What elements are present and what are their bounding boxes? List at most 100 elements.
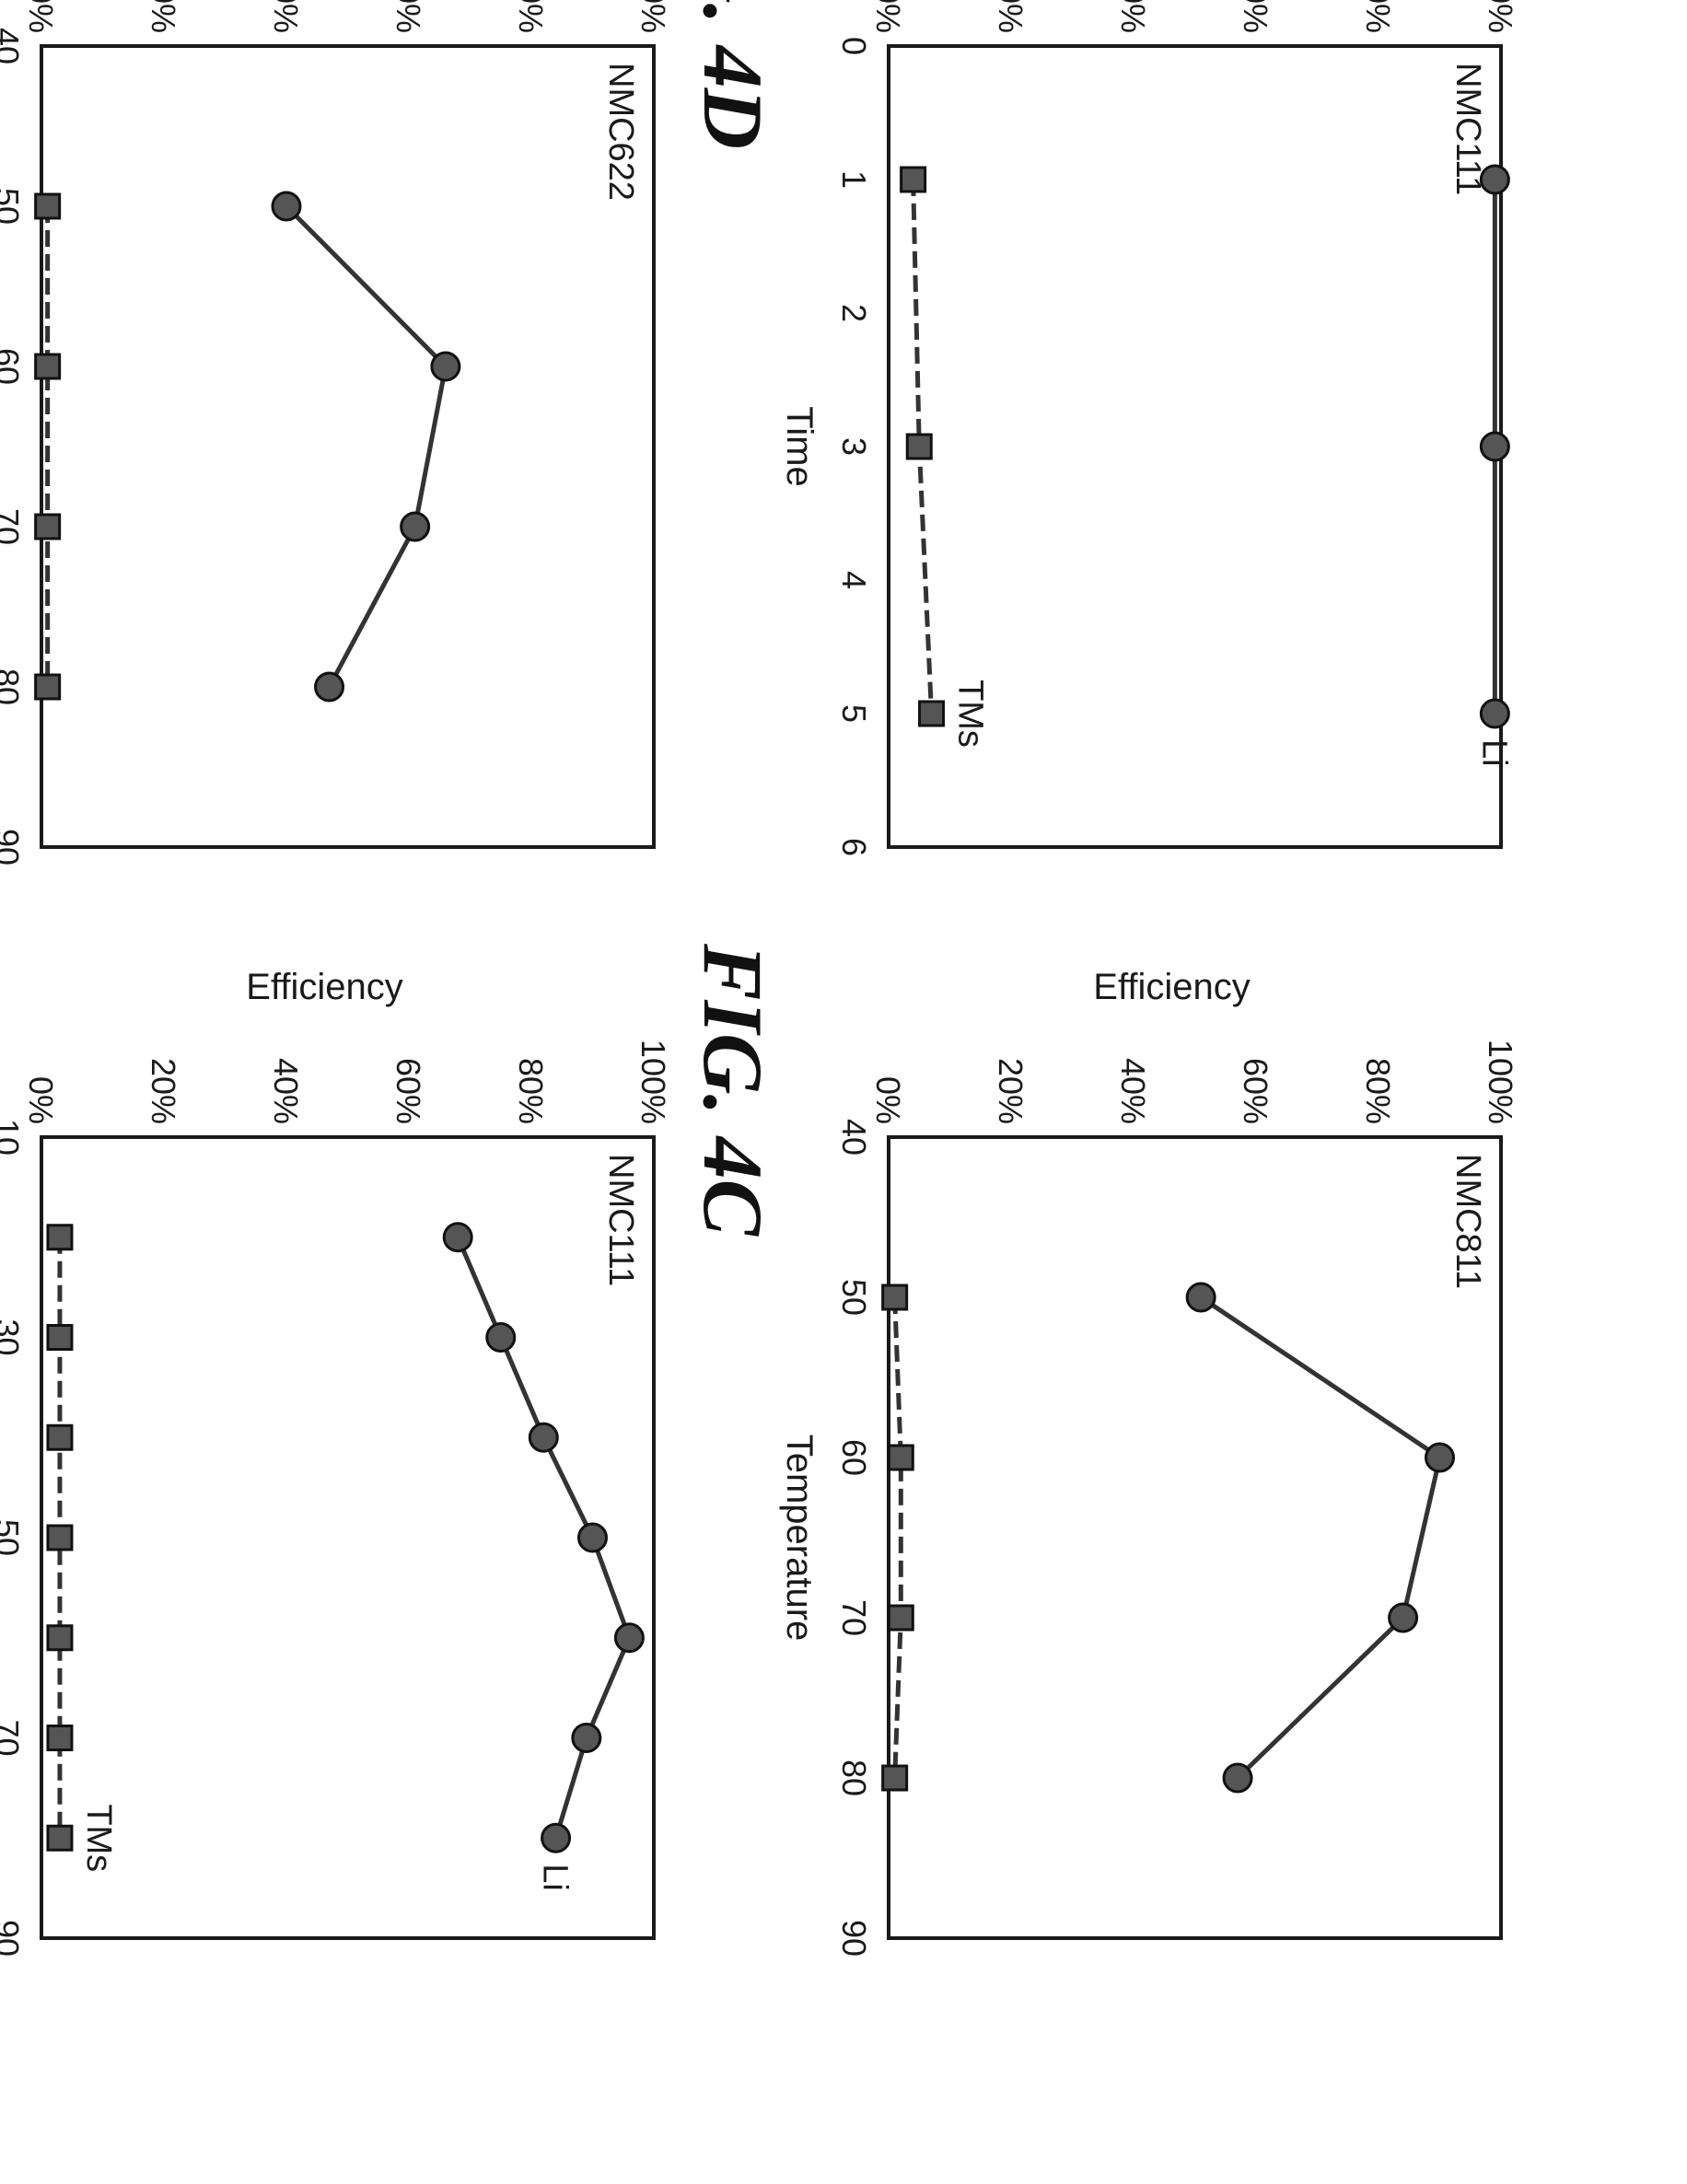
- y-tick-label: 60%: [390, 1058, 427, 1124]
- y-tick-label: 40%: [267, 1058, 305, 1124]
- series-label-tms: TMs: [79, 1804, 118, 1872]
- plot-frame: [40, 44, 656, 849]
- tm-data-point: [46, 1524, 74, 1551]
- y-tick-label: 40%: [1114, 1058, 1152, 1124]
- plot-frame: [887, 1135, 1503, 1940]
- chart-panel-1: 10305070900%20%40%60%80%100%TemperatureE…: [0, 967, 672, 1957]
- x-tick-label: 70: [0, 508, 26, 545]
- tm-data-point: [34, 673, 62, 701]
- x-tick-label: 60: [835, 1439, 873, 1476]
- y-tick-label: 40%: [1114, 0, 1152, 33]
- x-tick-label: 2: [835, 304, 873, 322]
- x-tick-label: 4: [835, 571, 873, 589]
- li-series-line: [285, 204, 448, 689]
- y-tick-label: 100%: [634, 1040, 672, 1124]
- tm-data-point: [34, 192, 62, 220]
- tm-data-point: [46, 1423, 74, 1451]
- li-data-point: [1185, 1282, 1216, 1313]
- x-tick-label: 90: [835, 1920, 873, 1957]
- x-tick-label: 1: [835, 170, 873, 189]
- tm-data-point: [34, 353, 62, 380]
- x-tick-label: 40: [0, 28, 26, 64]
- x-axis-title: Time: [779, 406, 820, 486]
- plot-frame: [40, 1135, 656, 1940]
- y-tick-label: 0%: [869, 1076, 907, 1124]
- x-tick-label: 80: [0, 668, 26, 705]
- li-data-point: [528, 1422, 559, 1453]
- li-data-point: [271, 191, 302, 222]
- li-data-point: [400, 511, 431, 542]
- x-tick-label: 5: [835, 704, 873, 723]
- tm-data-point: [905, 433, 933, 460]
- li-data-point: [1479, 698, 1510, 729]
- li-data-point: [1479, 431, 1510, 462]
- y-tick-label: 100%: [634, 0, 672, 33]
- li-data-point: [314, 671, 345, 703]
- y-tick-label: 80%: [512, 0, 550, 33]
- tm-data-point: [918, 700, 946, 727]
- figure-caption: FIG. 4D: [686, 0, 780, 149]
- panel-title: NMC111: [601, 1154, 640, 1286]
- tm-data-point: [887, 1444, 914, 1471]
- x-tick-label: 70: [0, 1719, 26, 1756]
- x-tick-label: 3: [835, 437, 873, 456]
- li-data-point: [1479, 164, 1510, 195]
- y-tick-label: 60%: [390, 0, 427, 33]
- panel-title: NMC622: [601, 63, 640, 201]
- y-tick-label: 40%: [267, 0, 305, 33]
- x-tick-label: 70: [835, 1599, 873, 1636]
- li-data-point: [442, 1222, 473, 1253]
- x-tick-label: 50: [835, 1279, 873, 1316]
- x-tick-label: 90: [0, 1920, 26, 1957]
- x-tick-label: 0: [835, 37, 873, 55]
- x-tick-label: 40: [835, 1119, 873, 1156]
- li-data-point: [1388, 1602, 1419, 1633]
- y-tick-label: 80%: [512, 1058, 550, 1124]
- li-data-point: [613, 1622, 645, 1654]
- y-tick-label: 60%: [1237, 0, 1274, 33]
- li-data-point: [485, 1322, 517, 1353]
- y-tick-label: 100%: [1482, 0, 1519, 33]
- x-tick-label: 6: [835, 838, 873, 856]
- y-tick-label: 80%: [1359, 0, 1397, 33]
- y-tick-label: 0%: [869, 0, 907, 33]
- chart-panel-2: 4050607080900%20%40%60%80%100%Temperatur…: [0, 0, 672, 865]
- tm-data-point: [46, 1624, 74, 1652]
- y-tick-label: 20%: [992, 0, 1030, 33]
- y-tick-label: 0%: [22, 0, 60, 33]
- tm-data-point: [46, 1824, 74, 1852]
- tm-data-point: [46, 1224, 74, 1251]
- y-tick-label: 0%: [22, 1076, 60, 1124]
- y-tick-label: 60%: [1237, 1058, 1274, 1124]
- y-tick-label: 20%: [992, 1058, 1030, 1124]
- li-data-point: [541, 1822, 572, 1853]
- tm-series-line: [892, 1296, 903, 1779]
- li-data-point: [577, 1522, 608, 1553]
- x-tick-label: 10: [0, 1119, 26, 1156]
- y-tick-label: 80%: [1359, 1058, 1397, 1124]
- y-tick-label: 100%: [1482, 1040, 1519, 1124]
- y-axis-title: Efficiency: [1093, 967, 1250, 1007]
- li-data-point: [1425, 1442, 1455, 1473]
- series-label-tms: TMs: [951, 680, 990, 748]
- tm-data-point: [46, 1725, 74, 1751]
- x-tick-label: 30: [0, 1319, 26, 1355]
- tm-data-point: [881, 1764, 909, 1792]
- x-tick-label: 90: [0, 829, 26, 865]
- y-tick-label: 20%: [145, 0, 182, 33]
- chart-panel-4: 01234560%20%40%60%80%100%TimeEfficiencyN…: [686, 0, 1519, 856]
- x-tick-label: 60: [0, 348, 26, 385]
- tm-data-point: [34, 513, 62, 540]
- y-tick-label: 20%: [145, 1058, 182, 1124]
- li-data-point: [430, 351, 461, 382]
- panel-title: NMC111: [1448, 63, 1487, 195]
- x-axis-title: Temperature: [779, 1435, 820, 1642]
- x-tick-label: 80: [835, 1760, 873, 1796]
- tm-data-point: [900, 166, 927, 193]
- tm-data-point: [881, 1284, 909, 1311]
- li-series-line: [1199, 1295, 1443, 1780]
- figure-caption: FIG. 4C: [686, 943, 780, 1237]
- x-tick-label: 50: [0, 1519, 26, 1556]
- tm-data-point: [887, 1604, 914, 1632]
